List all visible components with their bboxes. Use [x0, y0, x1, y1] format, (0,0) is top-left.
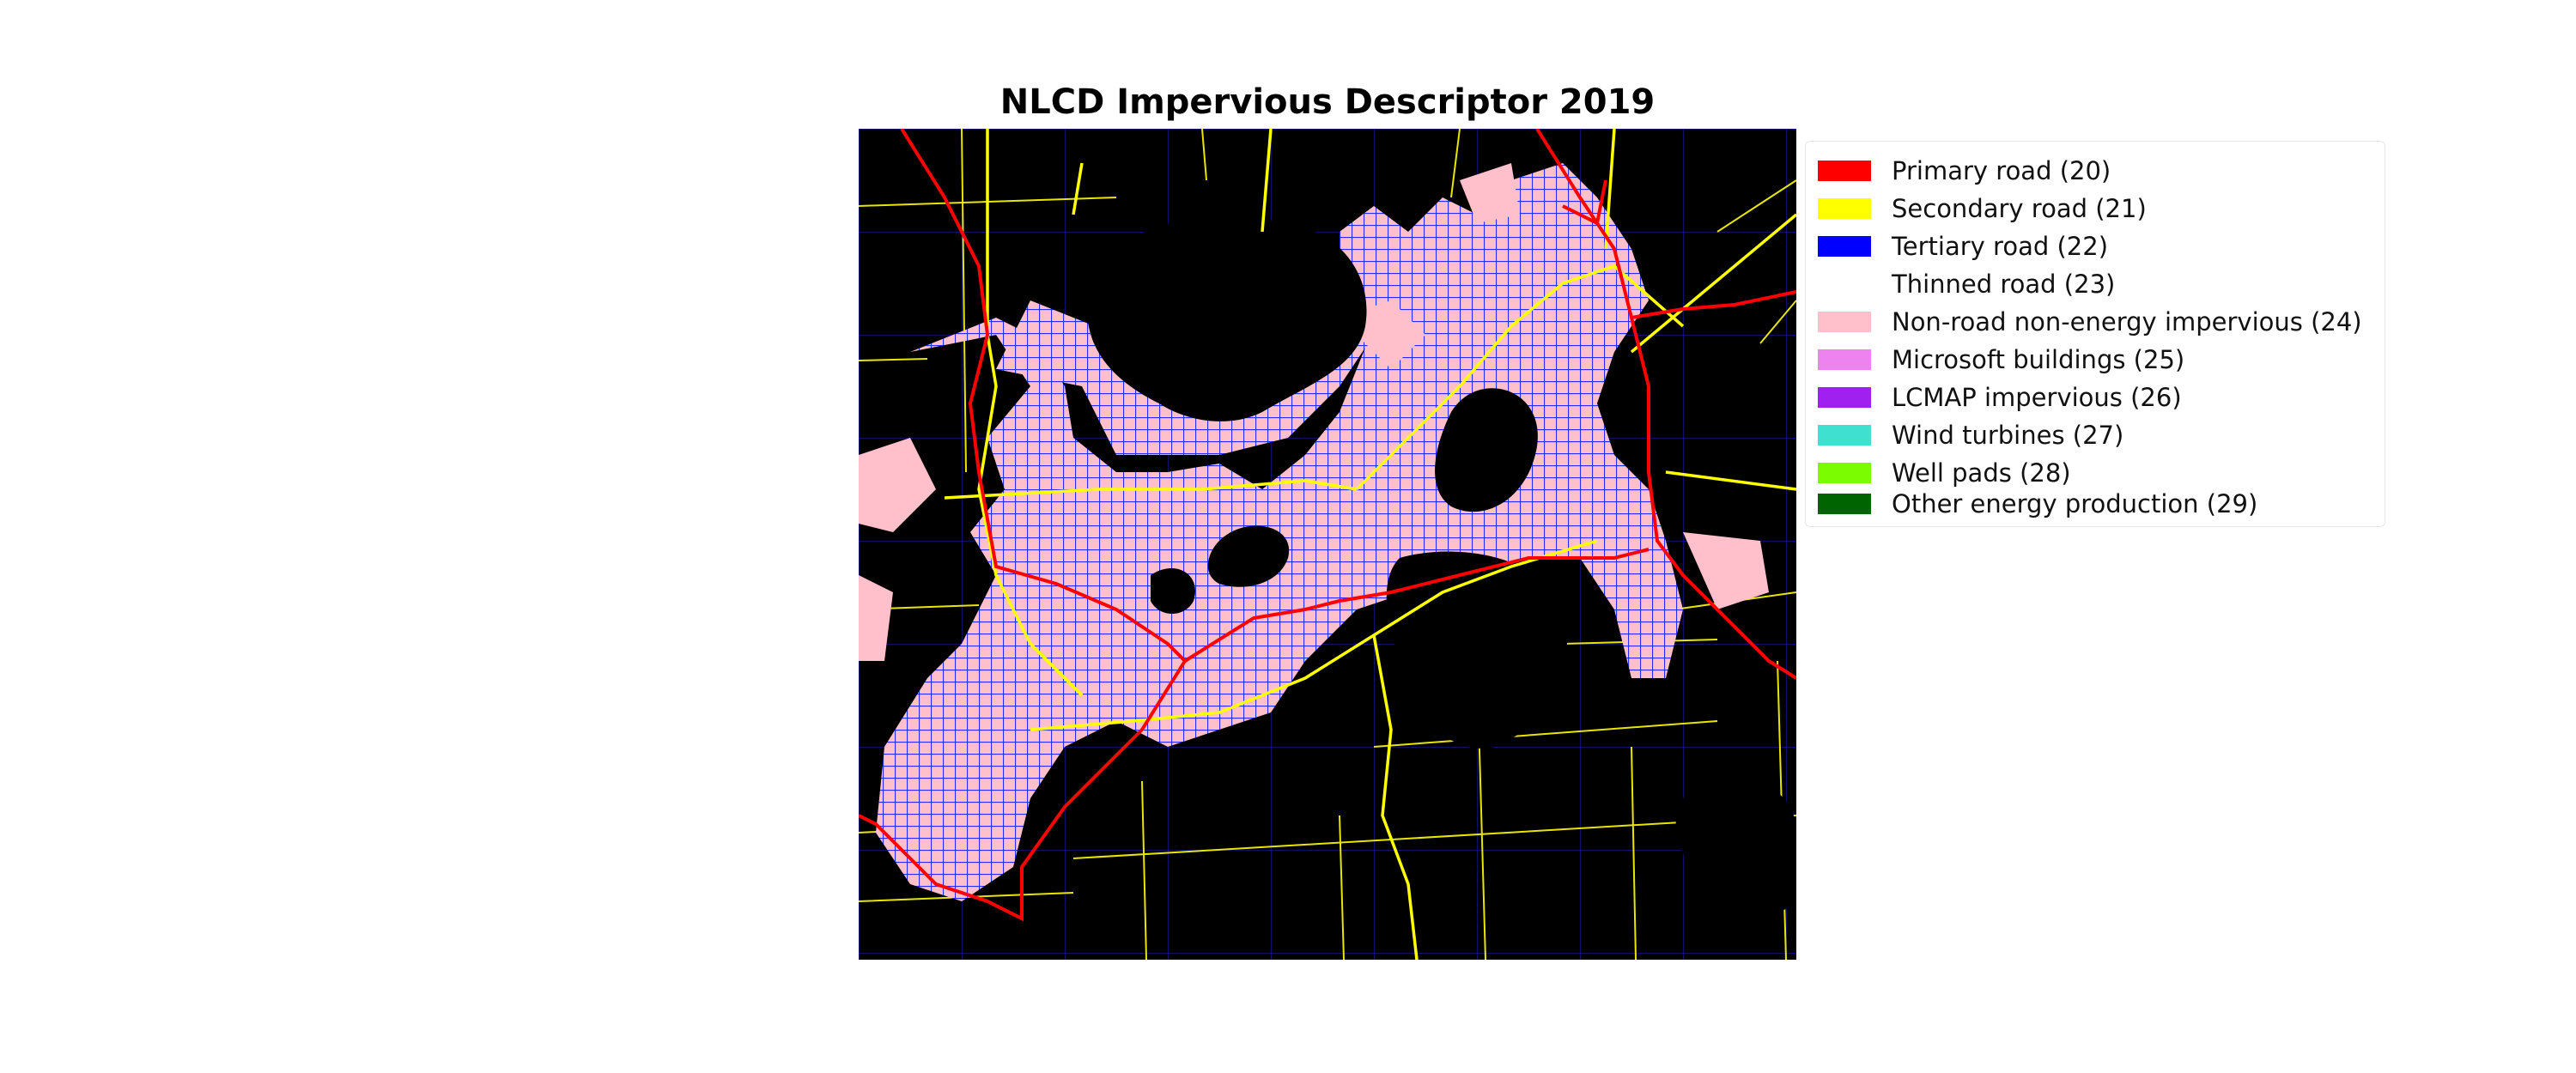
legend-item-well-pads: Well pads (28) [1818, 454, 2071, 492]
legend-item-primary-road: Primary road (20) [1818, 152, 2111, 190]
legend-label: Well pads (28) [1892, 458, 2071, 488]
legend-item-lcmap-impervious: LCMAP impervious (26) [1818, 379, 2182, 416]
legend-item-wind-turbines: Wind turbines (27) [1818, 416, 2123, 454]
map-title: NLCD Impervious Descriptor 2019 [999, 82, 1656, 122]
legend-swatch [1818, 312, 1871, 332]
legend-label: Non-road non-energy impervious (24) [1892, 307, 2362, 336]
legend-label: LCMAP impervious (26) [1892, 383, 2182, 412]
legend-label: Wind turbines (27) [1892, 421, 2124, 450]
map-legend: Primary road (20) Secondary road (21) Te… [1805, 141, 2385, 527]
legend-label: Microsoft buildings (25) [1892, 345, 2185, 374]
legend-label: Primary road (20) [1892, 156, 2111, 185]
legend-swatch [1818, 425, 1871, 446]
legend-swatch [1818, 387, 1871, 408]
legend-swatch [1818, 349, 1871, 370]
legend-swatch [1818, 161, 1871, 181]
legend-swatch [1818, 236, 1871, 257]
legend-label: Tertiary road (22) [1892, 232, 2109, 261]
legend-item-microsoft-buildings: Microsoft buildings (25) [1818, 341, 2184, 379]
land-cover-map [859, 129, 1796, 960]
legend-label: Secondary road (21) [1892, 194, 2147, 223]
legend-swatch [1818, 198, 1871, 219]
primary-highways [859, 129, 1796, 922]
legend-item-other-energy: Other energy production (29) [1818, 485, 2257, 523]
map-canvas [859, 129, 1796, 960]
legend-item-non-road-impervious: Non-road non-energy impervious (24) [1818, 303, 2362, 341]
legend-label: Other energy production (29) [1892, 489, 2258, 518]
legend-item-secondary-road: Secondary road (21) [1818, 190, 2147, 227]
legend-item-tertiary-road: Tertiary road (22) [1818, 227, 2108, 265]
legend-label: Thinned road (23) [1892, 270, 2116, 299]
legend-swatch [1818, 463, 1871, 483]
legend-swatch [1818, 494, 1871, 514]
legend-item-thinned-road: Thinned road (23) [1818, 265, 2115, 303]
legend-swatch [1818, 274, 1871, 294]
